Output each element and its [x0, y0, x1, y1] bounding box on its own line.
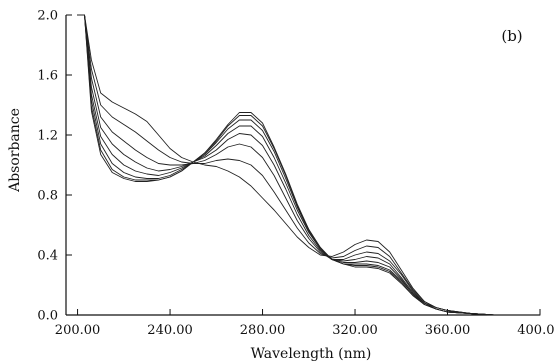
- panel-label: (b): [501, 27, 522, 45]
- spectra-lines: [77, 14, 541, 316]
- x-tick-label: 200.00: [55, 323, 101, 338]
- y-tick-label: 1.2: [37, 129, 58, 144]
- x-tick-label: 400.00: [517, 323, 554, 338]
- y-tick-label: 0.8: [37, 189, 58, 204]
- x-tick-label: 320.00: [332, 323, 378, 338]
- ticks: 0.0 0.4 0.8 1.2 1.6 2.0 200.00 240.00 280.00 320.…: [37, 9, 554, 339]
- spectrum-line-3: [77, 14, 541, 316]
- spectrum-line-7: [77, 14, 541, 316]
- y-tick-label: 2.0: [37, 9, 58, 24]
- x-tick-label: 280.00: [240, 323, 286, 338]
- spectrum-line-4: [77, 14, 541, 316]
- spectrum-line-8: [77, 14, 541, 316]
- spectrum-line-2: [77, 14, 541, 316]
- x-tick-label: 240.00: [147, 323, 193, 338]
- spectrum-line-1: [77, 14, 541, 316]
- y-tick-label: 1.6: [37, 69, 58, 84]
- spectrum-line-6: [77, 14, 541, 316]
- y-tick-label: 0.4: [37, 249, 58, 264]
- y-tick-label: 0.0: [37, 309, 58, 324]
- axes: [65, 15, 540, 316]
- y-axis-title: Absorbance: [7, 108, 23, 193]
- spectrum-line-5: [77, 14, 541, 316]
- x-axis-title: Wavelength (nm): [251, 346, 372, 362]
- x-tick-label: 360.00: [425, 323, 471, 338]
